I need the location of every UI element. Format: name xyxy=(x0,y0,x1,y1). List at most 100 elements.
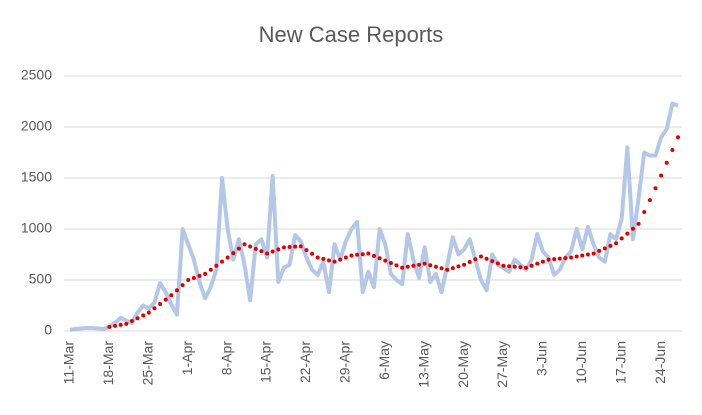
trend-dot xyxy=(360,252,365,257)
x-tick-label: 17-Jun xyxy=(612,341,628,384)
trend-dot xyxy=(676,135,680,140)
trend-dot xyxy=(394,263,399,268)
trend-dot xyxy=(174,288,179,293)
x-tick-label: 13-May xyxy=(415,341,431,388)
trend-dot xyxy=(203,271,208,276)
x-tick-label: 24-Jun xyxy=(652,341,668,384)
x-tick-label: 27-May xyxy=(494,341,510,388)
trend-dot xyxy=(163,297,168,302)
trend-dot xyxy=(456,264,461,269)
trend-dot xyxy=(355,252,360,257)
trend-dot xyxy=(467,259,472,264)
trend-dot xyxy=(535,261,540,266)
trend-dot xyxy=(113,323,118,328)
trend-dot xyxy=(191,275,196,280)
trend-dot xyxy=(445,267,450,272)
x-tick-label: 29-Apr xyxy=(337,341,353,383)
x-tick-label: 18-Mar xyxy=(100,341,116,386)
x-tick-label: 22-Apr xyxy=(297,341,313,383)
trend-dot xyxy=(225,255,230,260)
trend-dot xyxy=(411,263,416,268)
trend-dot xyxy=(433,264,438,269)
trend-dot xyxy=(107,324,112,329)
trend-dot xyxy=(478,254,483,259)
trend-dot xyxy=(653,186,658,191)
trend-dot xyxy=(372,253,376,258)
trend-dot xyxy=(259,249,264,254)
x-tick-label: 25-Mar xyxy=(140,341,156,386)
trend-dot xyxy=(608,243,613,248)
trend-dot xyxy=(141,313,146,318)
trend-dot xyxy=(585,252,590,257)
trend-dot xyxy=(265,251,270,256)
x-tick-label: 6-May xyxy=(376,341,392,380)
trend-dot xyxy=(619,236,624,241)
trend-dot xyxy=(546,257,551,262)
trend-dot xyxy=(169,293,174,298)
trend-dot xyxy=(495,261,500,266)
trend-dot xyxy=(602,246,607,251)
trend-dot xyxy=(186,278,191,282)
trend-dot xyxy=(208,267,213,272)
trend-dot xyxy=(659,173,664,178)
trend-dot xyxy=(152,306,157,311)
trend-dot xyxy=(591,251,596,256)
trend-dot xyxy=(146,310,151,315)
x-tick-label: 15-Apr xyxy=(258,341,274,383)
trend-dot xyxy=(552,257,557,262)
trend-dot xyxy=(214,263,219,268)
trend-dot xyxy=(630,226,635,231)
trend-dot xyxy=(298,244,303,249)
trend-dot xyxy=(276,247,281,252)
trend-dot xyxy=(377,256,382,261)
trend-dot xyxy=(135,316,140,321)
x-tick-label: 8-Apr xyxy=(218,341,234,376)
trend-dot xyxy=(614,241,619,246)
trend-dot xyxy=(670,147,675,152)
chart-title: New Case Reports xyxy=(259,22,444,47)
trend-dot xyxy=(574,254,579,259)
y-tick-label: 1500 xyxy=(21,169,52,185)
trend-dot xyxy=(462,262,467,267)
trend-dot xyxy=(220,259,224,264)
trend-dot xyxy=(343,255,348,260)
trend-dot xyxy=(158,301,163,306)
trend-dot xyxy=(349,253,354,258)
x-tick-label: 3-Jun xyxy=(534,341,550,376)
trend-dot xyxy=(563,256,568,261)
data-line xyxy=(69,101,679,332)
trend-dot xyxy=(642,209,647,214)
trend-dot xyxy=(625,231,630,236)
trend-dot xyxy=(439,266,444,271)
trend-dot xyxy=(310,251,315,256)
y-tick-label: 1000 xyxy=(21,220,52,236)
trend-dot xyxy=(664,160,669,165)
trend-dot xyxy=(647,198,652,203)
trend-dot xyxy=(366,251,371,256)
trend-dot xyxy=(332,259,337,264)
trend-dot xyxy=(512,264,517,269)
trend-dot xyxy=(636,221,641,226)
trend-dot xyxy=(569,255,574,260)
trend-dot xyxy=(557,256,562,261)
trend-dot xyxy=(248,244,253,249)
x-tick-label: 20-May xyxy=(455,341,471,388)
y-tick-label: 0 xyxy=(44,322,52,338)
trend-dot xyxy=(597,248,602,253)
trend-dot xyxy=(197,273,202,278)
y-tick-label: 500 xyxy=(29,271,53,287)
trend-dot xyxy=(242,242,247,247)
trend-dot xyxy=(422,261,427,266)
trend-dot xyxy=(304,248,309,253)
y-tick-label: 2500 xyxy=(21,67,52,83)
trend-dot xyxy=(388,260,393,265)
x-tick-label: 10-Jun xyxy=(573,341,589,384)
x-tick-label: 11-Mar xyxy=(61,341,77,385)
trend-dot xyxy=(338,257,343,262)
trend-dot xyxy=(124,321,129,326)
trend-dot xyxy=(507,264,512,269)
trend-dot xyxy=(450,266,455,271)
trend-dot xyxy=(236,246,241,251)
x-tick-label: 1-Apr xyxy=(179,341,195,376)
